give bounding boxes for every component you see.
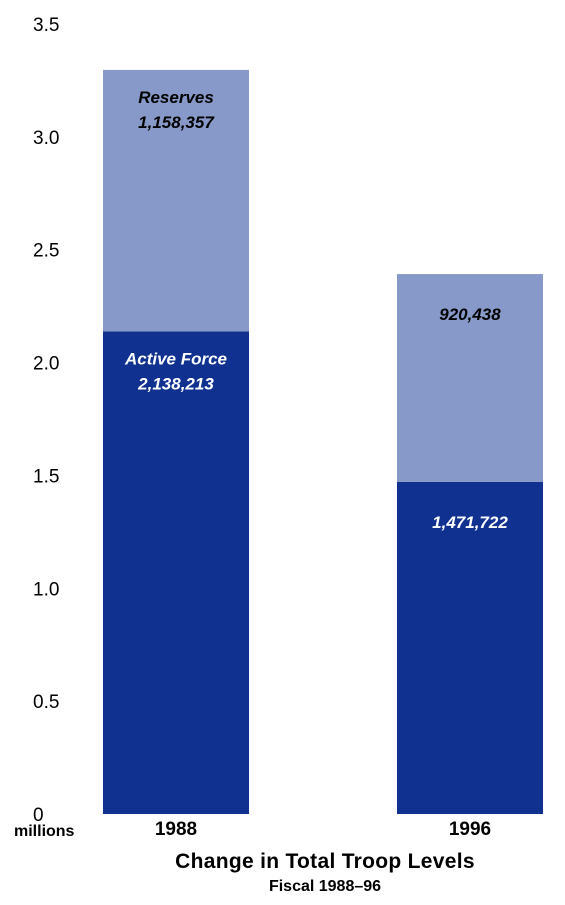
data-labels: Active Force 2,138,213 Reserves 1,158,357 1,… xyxy=(124,88,508,532)
bar-segment-reserves-1988 xyxy=(103,69,249,332)
bars xyxy=(103,69,543,814)
y-axis: 0 0.5 1.0 1.5 2.0 2.5 3.0 3.5 xyxy=(33,15,59,826)
y-tick-label: 1.5 xyxy=(33,466,59,487)
chart-title: Change in Total Troop Levels xyxy=(175,850,475,873)
y-tick-label: 1.0 xyxy=(33,579,59,600)
bar-segment-active-force-1988 xyxy=(103,331,249,814)
y-tick-label: 2.0 xyxy=(33,354,59,375)
series-name-label: Reserves xyxy=(138,88,214,107)
bar-segment-active-force-1996 xyxy=(397,481,543,814)
y-tick-label: 0.5 xyxy=(33,692,59,713)
y-tick-label: 3.0 xyxy=(33,128,59,149)
y-axis-unit-label: millions xyxy=(14,823,75,840)
x-axis: 1988 1996 xyxy=(155,819,491,840)
y-tick-label: 0 xyxy=(33,805,44,826)
data-value-label: 920,438 xyxy=(439,305,501,324)
x-category-label: 1988 xyxy=(155,819,197,840)
x-category-label: 1996 xyxy=(449,819,491,840)
data-value-label: 2,138,213 xyxy=(137,374,214,393)
y-tick-label: 3.5 xyxy=(33,15,59,36)
chart-subtitle: Fiscal 1988–96 xyxy=(269,878,381,895)
bar-segment-reserves-1996 xyxy=(397,274,543,482)
data-value-label: 1,158,357 xyxy=(138,113,215,132)
data-value-label: 1,471,722 xyxy=(432,513,508,532)
series-name-label: Active Force xyxy=(124,349,227,368)
y-tick-label: 2.5 xyxy=(33,241,59,262)
